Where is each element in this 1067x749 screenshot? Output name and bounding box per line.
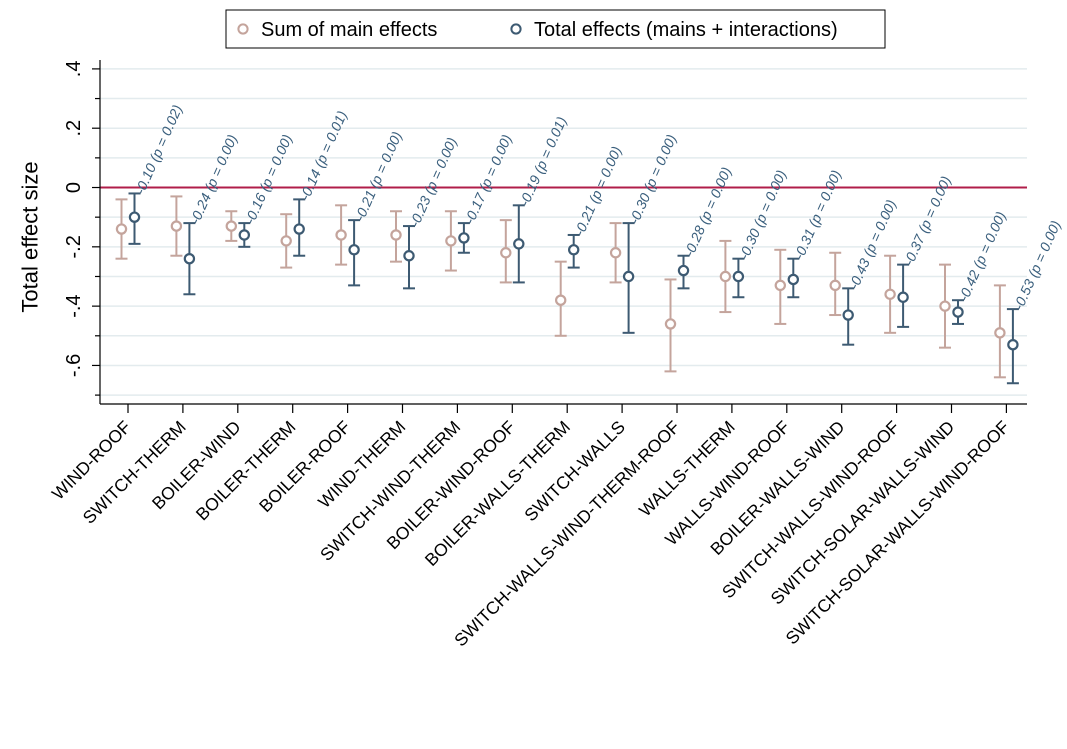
annotations: -0.10 (p = 0.02) -0.24 (p = 0.00) -0.16 (p… xyxy=(132,102,1064,312)
axes xyxy=(99,60,1027,405)
point xyxy=(335,229,347,241)
point xyxy=(994,327,1006,339)
y-tick-label: .4 xyxy=(63,61,85,78)
point xyxy=(390,229,402,241)
annotation-label: -0.30 (p = 0.00) xyxy=(736,168,790,262)
x-ticks: WIND-ROOFSWITCH-THERMBOILER-WINDBOILER-T… xyxy=(48,404,1013,650)
legend-box xyxy=(225,9,886,49)
y-tick-label: 0 xyxy=(63,182,85,193)
point xyxy=(170,220,183,232)
point xyxy=(609,247,622,259)
legend-marker-main-effects xyxy=(237,23,249,35)
point xyxy=(183,252,196,265)
y-tick-label: .2 xyxy=(63,120,85,137)
point xyxy=(677,264,690,277)
point xyxy=(732,270,745,283)
legend-label-total-effects: Total effects (mains + interactions) xyxy=(534,19,838,41)
point xyxy=(568,244,580,256)
point xyxy=(952,306,964,318)
annotation-label: -0.53 (p = 0.00) xyxy=(1010,218,1064,312)
annotation-label: -0.16 (p = 0.00) xyxy=(241,132,295,226)
point xyxy=(555,294,567,306)
y-tick-label: -.4 xyxy=(63,294,85,317)
point xyxy=(500,247,512,259)
x-tick-label: WALLS-THERM xyxy=(635,417,739,521)
point xyxy=(787,273,800,286)
point xyxy=(403,250,415,262)
point xyxy=(884,288,896,300)
x-tick-label: SWITCH-THERM xyxy=(79,417,190,528)
legend-label-main-effects: Sum of main effects xyxy=(261,19,437,41)
point xyxy=(238,229,250,241)
y-tick-label: -.2 xyxy=(63,235,85,258)
point xyxy=(225,220,237,232)
grid xyxy=(100,68,1027,396)
point xyxy=(280,235,292,247)
legend-marker-total-effects xyxy=(510,23,522,35)
annotation-label: -0.30 (p = 0.00) xyxy=(626,132,680,226)
y-tick-label: -.6 xyxy=(63,354,85,377)
point xyxy=(115,223,128,235)
point xyxy=(842,309,854,321)
annotation-label: -0.21 (p = 0.00) xyxy=(351,129,405,223)
point xyxy=(458,232,470,244)
point xyxy=(774,279,787,292)
point xyxy=(939,300,951,312)
x-tick-label: BOILER-THERM xyxy=(192,417,300,525)
point xyxy=(1007,338,1019,351)
point xyxy=(719,270,732,283)
series: -0.10 (p = 0.02) -0.24 (p = 0.00) -0.16 (p… xyxy=(115,102,1064,385)
annotation-label: -0.31 (p = 0.00) xyxy=(790,168,844,262)
series-0 xyxy=(115,195,1006,379)
annotation-label: -0.17 (p = 0.00) xyxy=(461,132,515,226)
point xyxy=(513,238,525,250)
point xyxy=(622,270,635,283)
series-1 xyxy=(128,192,1019,385)
point xyxy=(829,279,841,292)
y-ticks: .4 .2 0 -.2 -.4 -.6 xyxy=(63,61,100,396)
point xyxy=(664,318,677,330)
x-tick-label: SWITCH-WALLS xyxy=(520,417,629,526)
annotation-label: -0.10 (p = 0.02) xyxy=(132,102,186,196)
y-axis-label: Total effect size xyxy=(18,161,43,312)
point xyxy=(348,244,360,256)
point xyxy=(445,235,457,247)
point xyxy=(128,211,141,223)
legend: Sum of main effects Total effects (mains… xyxy=(225,9,886,49)
point xyxy=(293,223,305,235)
point xyxy=(897,291,909,303)
